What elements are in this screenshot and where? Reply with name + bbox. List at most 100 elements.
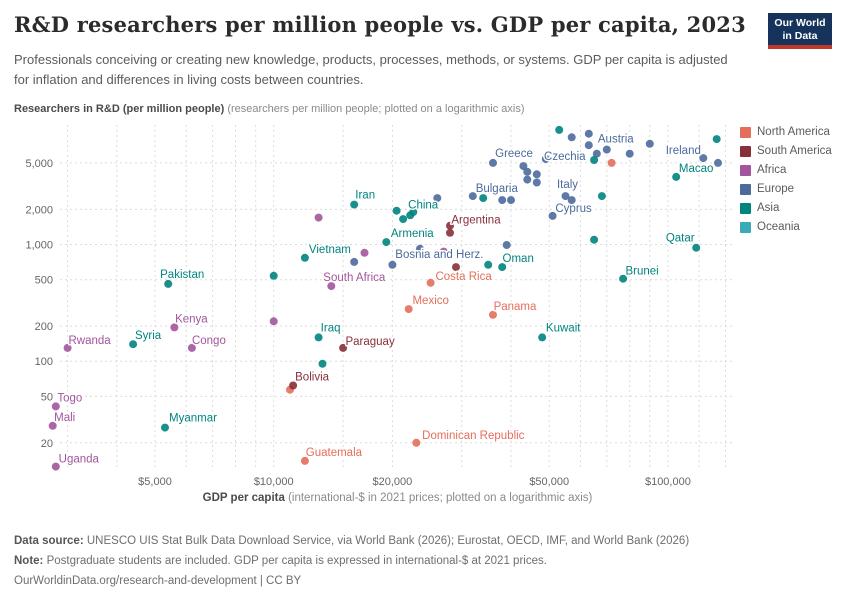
data-point[interactable] — [519, 162, 528, 171]
data-point-dominican-republic[interactable] — [412, 438, 421, 447]
data-point[interactable] — [590, 235, 599, 244]
data-point[interactable] — [597, 192, 606, 201]
data-point-ireland[interactable] — [699, 154, 708, 163]
country-label: Guatemala — [306, 447, 363, 459]
country-label: Costa Rica — [435, 271, 492, 283]
x-axis-title-note: (international-$ in 2021 prices; plotted… — [284, 492, 593, 504]
data-point-iran[interactable] — [350, 200, 359, 209]
data-point[interactable] — [712, 135, 721, 144]
data-point-armenia[interactable] — [382, 238, 391, 247]
data-point-czechia[interactable] — [541, 155, 550, 163]
data-point[interactable] — [392, 206, 401, 215]
owid-logo-text: Our World in Data — [768, 13, 832, 45]
data-point[interactable] — [645, 139, 654, 148]
legend-item-south-america[interactable]: South America — [740, 145, 832, 157]
country-label: Vietnam — [309, 244, 351, 256]
data-point[interactable] — [532, 178, 541, 187]
data-point-kenya[interactable] — [170, 323, 179, 332]
owid-logo-line1: Our World — [774, 17, 826, 29]
y-tick-label: 200 — [35, 321, 53, 333]
data-point-vietnam[interactable] — [300, 253, 309, 262]
data-point-rwanda[interactable] — [63, 343, 72, 352]
data-point-macao[interactable] — [672, 172, 681, 181]
data-point-oman[interactable] — [498, 263, 507, 272]
data-point-guatemala[interactable] — [300, 456, 309, 465]
data-point[interactable] — [416, 244, 424, 253]
data-point-uganda[interactable] — [51, 462, 60, 471]
data-point-greece[interactable] — [489, 158, 497, 167]
data-point[interactable] — [592, 149, 601, 158]
page-subtitle: Professionals conceiving or creating new… — [14, 52, 728, 87]
data-point[interactable] — [479, 194, 488, 203]
data-source-line: Data source: UNESCO UIS Stat Bulk Data D… — [14, 531, 834, 551]
data-point-congo[interactable] — [187, 343, 196, 352]
data-point-mexico[interactable] — [404, 305, 413, 314]
legend-item-europe[interactable]: Europe — [740, 183, 832, 195]
data-point[interactable] — [507, 196, 515, 205]
data-point-iraq[interactable] — [314, 333, 323, 342]
owid-logo[interactable]: Our World in Data — [768, 13, 832, 49]
y-tick-label: 20 — [41, 438, 53, 450]
data-point[interactable] — [498, 196, 507, 205]
data-point-bosnia-and-herz-[interactable] — [388, 260, 397, 269]
data-point-bulgaria[interactable] — [468, 192, 477, 201]
legend-item-africa[interactable]: Africa — [740, 164, 832, 176]
data-point-costa-rica[interactable] — [426, 278, 435, 287]
data-point[interactable] — [409, 208, 418, 216]
data-point[interactable] — [269, 317, 278, 326]
data-point[interactable] — [523, 167, 532, 176]
legend-item-north-america[interactable]: North America — [740, 126, 832, 138]
data-point-cyprus[interactable] — [548, 211, 557, 220]
country-label: Mali — [54, 412, 75, 424]
data-point-argentina[interactable] — [446, 221, 454, 230]
legend-label: Africa — [757, 164, 787, 176]
data-point[interactable] — [360, 248, 369, 257]
legend-label: Europe — [757, 183, 795, 195]
data-point-kuwait[interactable] — [538, 333, 547, 342]
data-point-paraguay[interactable] — [339, 343, 348, 352]
data-point-austria[interactable] — [602, 145, 611, 154]
data-point-panama[interactable] — [489, 310, 497, 319]
data-point[interactable] — [433, 194, 442, 203]
data-point[interactable] — [567, 133, 576, 142]
data-point[interactable] — [555, 125, 564, 134]
data-point[interactable] — [607, 158, 616, 167]
data-point[interactable] — [714, 158, 722, 167]
country-label: Panama — [494, 301, 537, 313]
data-point-south-africa[interactable] — [327, 282, 336, 291]
data-point[interactable] — [484, 260, 493, 269]
data-point-syria[interactable] — [129, 340, 138, 349]
data-point[interactable] — [502, 241, 511, 249]
data-point-pakistan[interactable] — [164, 279, 173, 288]
country-label: Brunei — [625, 266, 658, 278]
data-point[interactable] — [314, 213, 323, 222]
legend-item-asia[interactable]: Asia — [740, 202, 832, 214]
data-point[interactable] — [269, 271, 278, 280]
data-point[interactable] — [452, 263, 460, 272]
data-point-togo[interactable] — [51, 402, 60, 411]
data-point-qatar[interactable] — [692, 243, 701, 252]
legend-item-oceania[interactable]: Oceania — [740, 221, 832, 233]
country-label: Kuwait — [546, 322, 581, 334]
data-point[interactable] — [567, 196, 576, 205]
data-point[interactable] — [532, 170, 541, 179]
data-point[interactable] — [350, 257, 359, 266]
data-point[interactable] — [625, 149, 634, 158]
data-point[interactable] — [584, 129, 593, 138]
data-point[interactable] — [399, 215, 408, 224]
data-point-bolivia[interactable] — [289, 381, 298, 390]
data-point[interactable] — [584, 141, 593, 150]
data-point-mali[interactable] — [48, 421, 57, 430]
data-point[interactable] — [523, 175, 532, 184]
footer-link[interactable]: OurWorldinData.org/research-and-developm… — [14, 575, 302, 587]
y-tick-label: 5,000 — [25, 158, 53, 170]
data-point-brunei[interactable] — [619, 274, 628, 283]
data-point[interactable] — [590, 156, 599, 164]
data-point[interactable] — [318, 359, 327, 368]
data-point[interactable] — [446, 228, 454, 237]
data-point-italy[interactable] — [561, 192, 570, 201]
data-point-myanmar[interactable] — [161, 423, 169, 432]
y-axis-title-note: (researchers per million people; plotted… — [224, 103, 525, 115]
data-point[interactable] — [439, 247, 448, 256]
country-label: Congo — [192, 335, 226, 347]
